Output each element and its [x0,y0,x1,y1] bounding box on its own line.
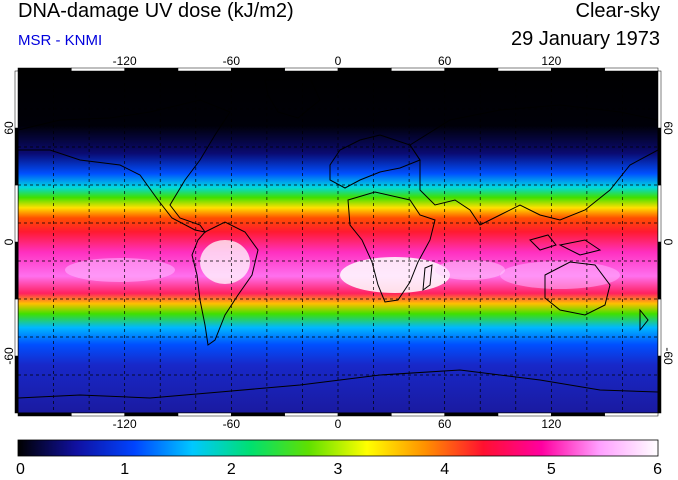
border-tick-bar [124,67,179,72]
map-border-ticks [14,67,662,417]
border-tick-bar [14,70,19,129]
border-tick-bar [657,70,662,129]
border-tick-bar [551,412,605,417]
border-tick-bar [14,241,19,300]
border-tick-bar [551,67,605,72]
border-tick-bar [284,67,339,72]
latitude-tick-label: 60 [661,121,675,135]
colorbar-tick-label: 6 [653,461,662,478]
longitude-tick-label: 0 [335,54,342,68]
colorbar-tick-label: 1 [120,461,129,478]
colorbar-tick-label: 2 [227,461,236,478]
border-tick-bar [657,184,662,243]
border-tick-bar [337,67,392,72]
colorbar-tick-labels: 0 1 2 3 4 5 6 [16,461,662,478]
colorbar-tick-label: 0 [16,461,25,478]
coastlines [18,77,658,399]
border-tick-bar [444,412,499,417]
border-tick-bar [14,184,19,243]
source-label: MSR - KNMI [18,32,103,49]
border-tick-bar [604,67,659,72]
longitude-tick-label: -60 [223,417,241,431]
longitude-labels-top: -120 -60 0 60 120 [113,54,562,68]
border-tick-bar [444,67,499,72]
latitude-labels-right: 60 0 -60 [661,121,675,365]
latitude-tick-label: -60 [2,347,16,365]
longitude-tick-label: 0 [335,417,342,431]
latitude-labels-left: 60 0 -60 [2,121,16,365]
latitude-tick-label: -60 [661,347,675,365]
border-tick-bar [337,412,392,417]
border-tick-bar [497,67,552,72]
border-tick-bar [391,412,445,417]
sky-condition-label: Clear-sky [575,0,660,22]
border-tick-bar [14,127,19,186]
longitude-tick-label: -60 [223,54,241,68]
longitude-tick-label: -120 [113,54,137,68]
longitude-tick-label: 120 [541,54,561,68]
longitude-tick-label: 60 [438,54,452,68]
border-tick-bar [657,241,662,300]
graticule [18,71,658,413]
latitude-tick-label: 0 [661,239,675,246]
border-tick-bar [17,67,72,72]
longitude-tick-label: 60 [438,417,452,431]
date-label: 29 January 1973 [510,28,660,50]
longitude-tick-label: -120 [113,417,137,431]
colorbar [17,439,659,457]
border-tick-bar [71,412,125,417]
border-tick-bar [284,412,339,417]
longitude-labels-bottom: -120 -60 0 60 120 [113,417,562,431]
latitude-tick-label: 0 [2,238,16,245]
border-tick-bar [657,355,662,414]
colorbar-tick-label: 4 [440,461,449,478]
border-tick-bar [604,412,659,417]
border-tick-bar [124,412,179,417]
border-tick-bar [71,67,125,72]
border-tick-bar [657,298,662,357]
longitude-tick-label: 120 [541,417,561,431]
latitude-tick-label: 60 [2,121,16,135]
border-tick-bar [177,67,232,72]
colorbar-tick-label: 5 [547,461,556,478]
border-tick-bar [657,127,662,186]
border-tick-bar [391,67,445,72]
border-tick-bar [177,412,232,417]
border-tick-bar [231,412,285,417]
border-tick-bar [231,67,285,72]
border-tick-bar [497,412,552,417]
border-tick-bar [17,412,72,417]
map-title: DNA-damage UV dose (kJ/m2) [18,0,294,22]
colorbar-tick-label: 3 [334,461,343,478]
